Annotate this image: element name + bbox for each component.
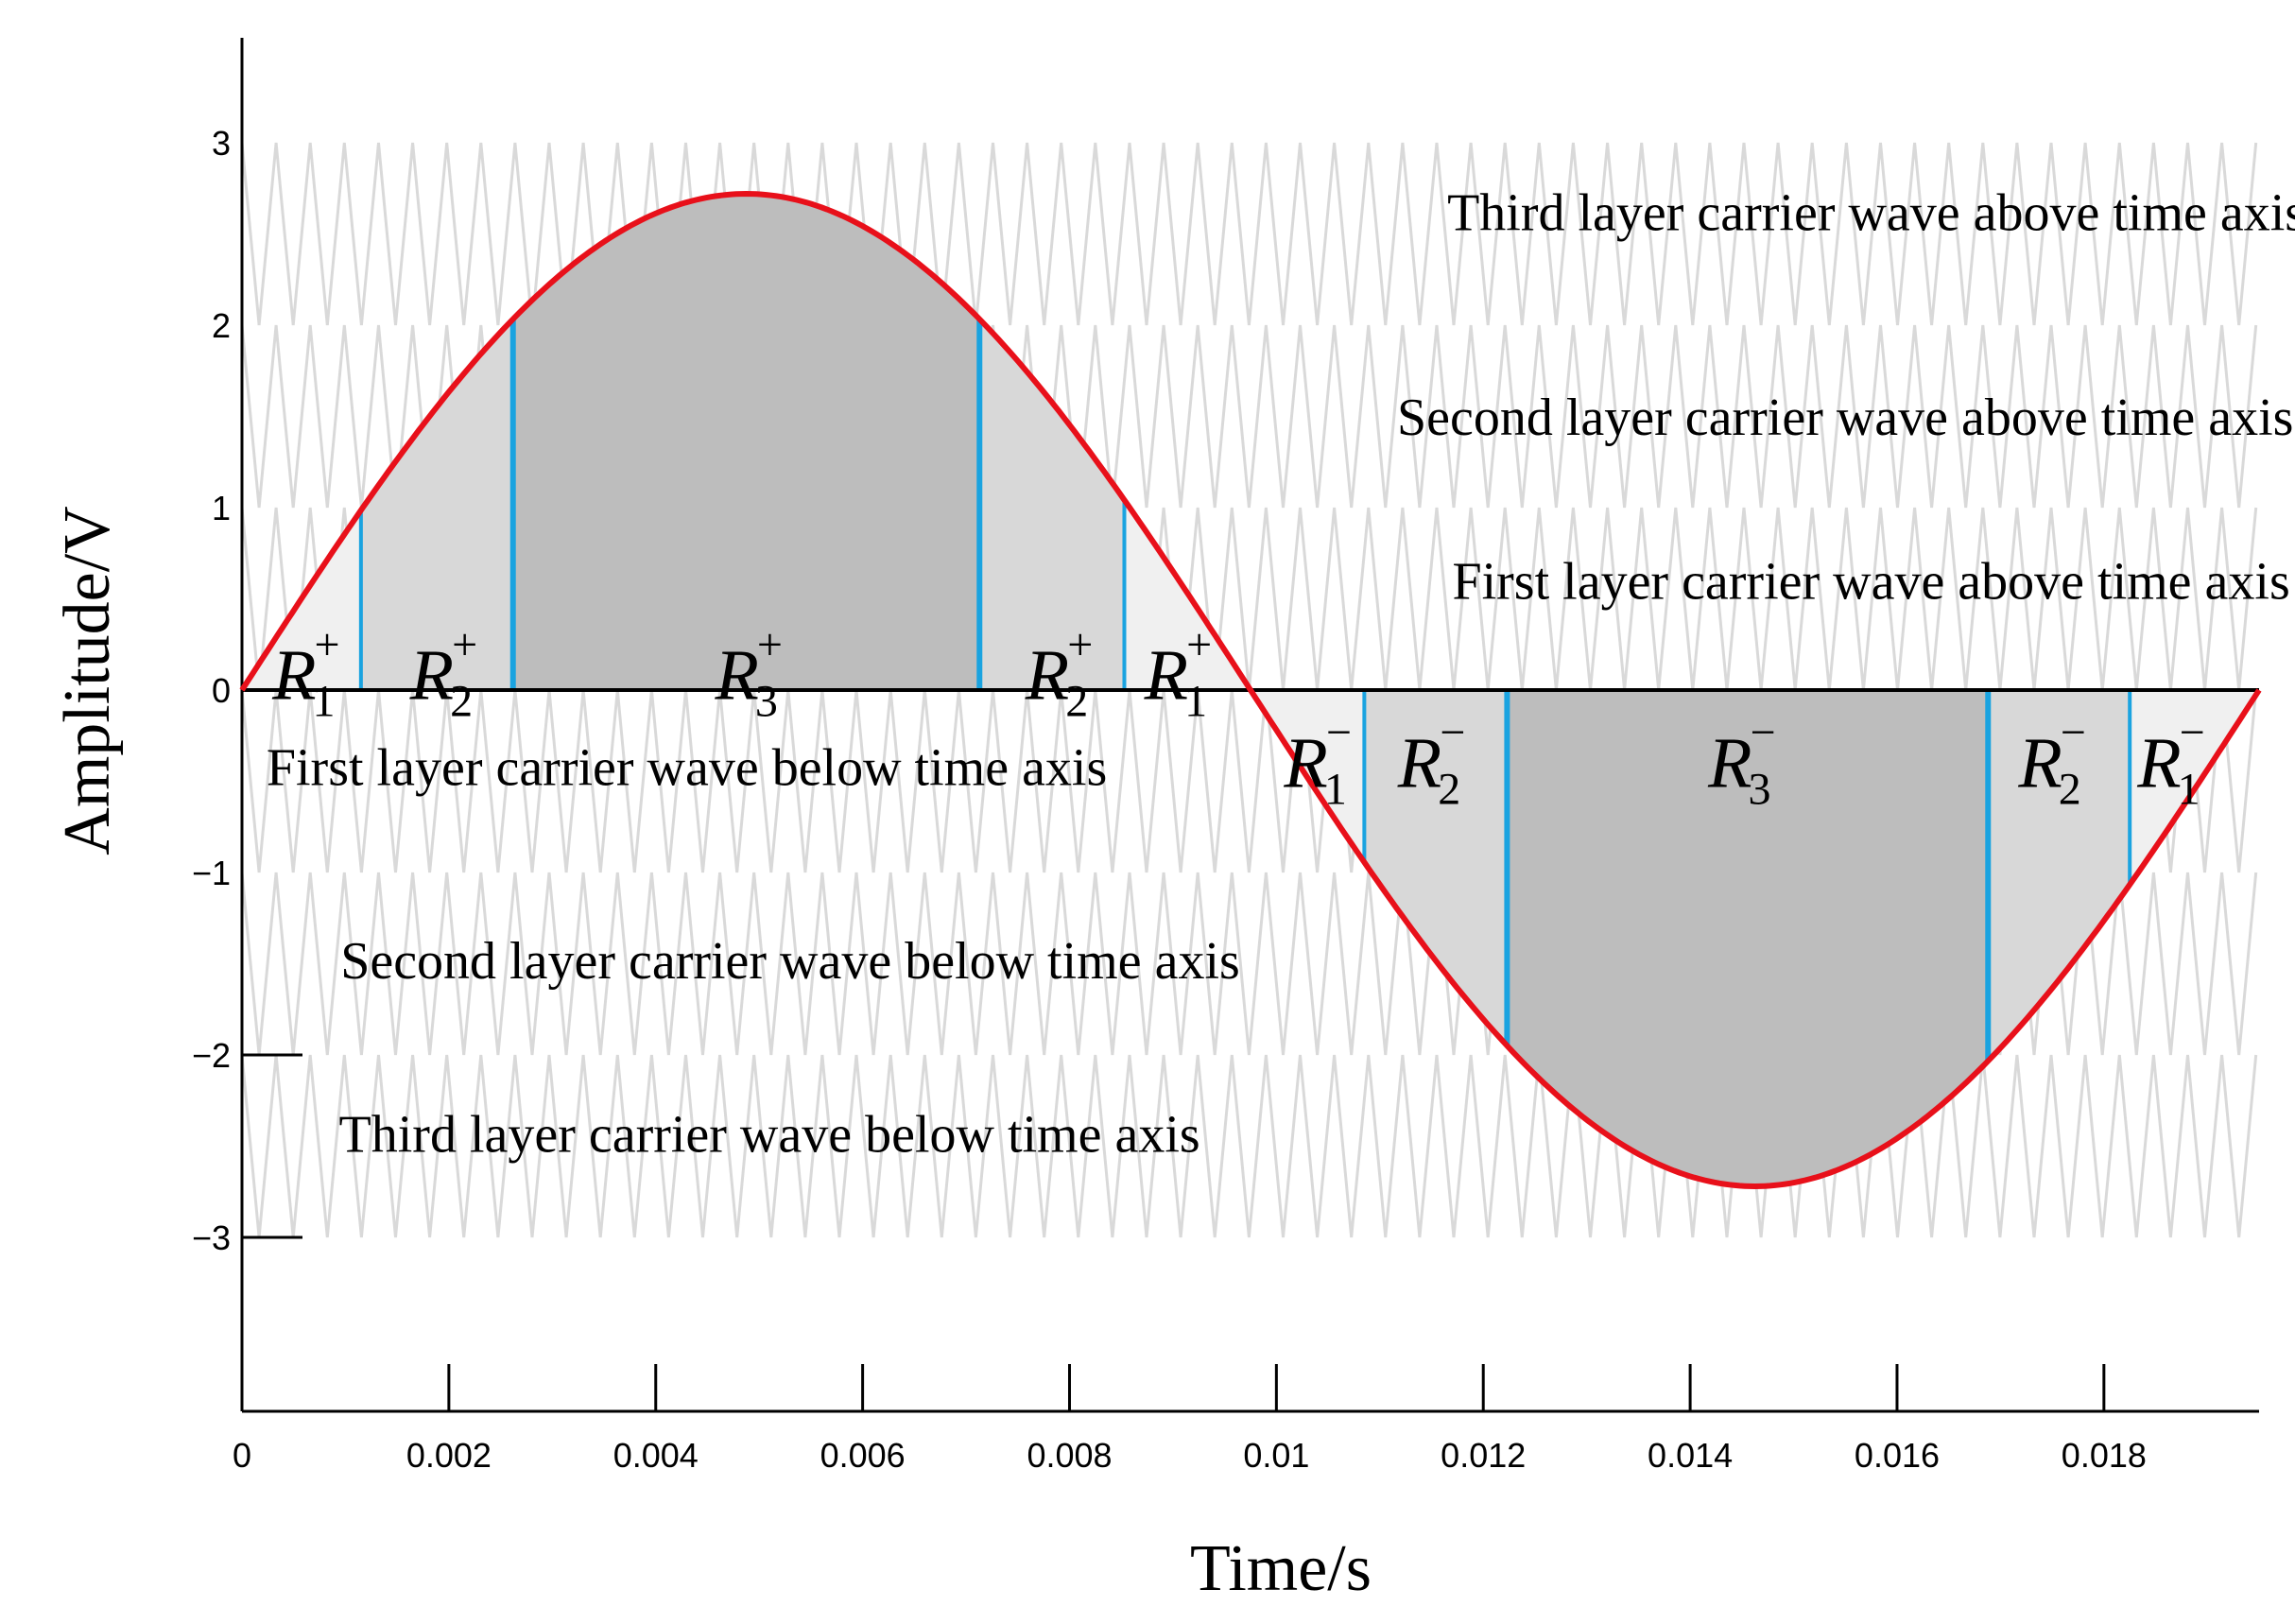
y-tick-label: 0: [212, 671, 231, 710]
region-label-7: R3−: [1707, 707, 1776, 814]
region-labels: R1+ R2+ R3+ R2+ R1+ R1− R2− R3− R2− R1−: [271, 620, 2205, 815]
band-labels: Third layer carrier wave above time axis…: [267, 184, 2295, 1165]
band-label-0: Third layer carrier wave above time axis: [1447, 184, 2295, 243]
carrier-wave-layer-1: [240, 142, 2258, 326]
y-axis-title: Amplitude/V: [51, 506, 124, 855]
region-pos-2-3: [979, 319, 1125, 690]
y-tick-label: −3: [192, 1218, 231, 1257]
modulating-wave: [239, 190, 2262, 1190]
region-neg-2-6: [1364, 690, 1508, 1046]
y-tick-label: 2: [212, 306, 231, 345]
region-label-5: R1−: [1283, 707, 1352, 814]
x-tick-label: 0.006: [820, 1436, 906, 1475]
x-tick-label: 0.014: [1648, 1436, 1733, 1475]
region-pos-2-1: [360, 319, 513, 690]
y-tick-label: −2: [192, 1036, 231, 1075]
x-axis-title: Time/s: [1190, 1532, 1372, 1605]
band-label-1: Second layer carrier wave above time axi…: [1397, 389, 2293, 447]
x-tick-label: 0.018: [2062, 1436, 2147, 1475]
region-label-6: R2−: [1397, 707, 1466, 814]
band-label-4: Second layer carrier wave below time axi…: [340, 932, 1240, 991]
y-tick-label: 3: [212, 124, 231, 163]
region-label-9: R1−: [2136, 707, 2205, 814]
sine-wave-line: [239, 190, 2262, 1190]
region-label-3: R2+: [1025, 620, 1094, 727]
x-tick-label: 0.002: [406, 1436, 492, 1475]
region-neg-3-7: [1507, 690, 1989, 1186]
region-label-1: R2+: [409, 620, 478, 727]
band-label-5: Third layer carrier wave below time axis: [339, 1105, 1200, 1164]
x-tick-label: 0.012: [1441, 1436, 1526, 1475]
region-label-0: R1+: [271, 620, 340, 727]
region-pos-3-2: [512, 194, 980, 690]
y-tick-label: −1: [192, 854, 231, 892]
x-tick-label: 0.016: [1855, 1436, 1940, 1475]
region-neg-2-8: [1988, 690, 2131, 1062]
x-tick-label: 0.01: [1243, 1436, 1309, 1475]
region-label-4: R1+: [1144, 620, 1213, 727]
region-boundaries: [358, 319, 2132, 1062]
region-label-2: R3+: [714, 620, 783, 727]
x-tick-label: 0: [233, 1436, 251, 1475]
x-tick-label: 0.008: [1027, 1436, 1112, 1475]
band-label-3: First layer carrier wave below time axis: [267, 738, 1107, 797]
x-tick-label: 0.004: [613, 1436, 699, 1475]
y-tick-label: 1: [212, 489, 231, 527]
band-label-2: First layer carrier wave above time axis: [1452, 553, 2289, 612]
region-label-8: R2−: [2017, 707, 2086, 814]
